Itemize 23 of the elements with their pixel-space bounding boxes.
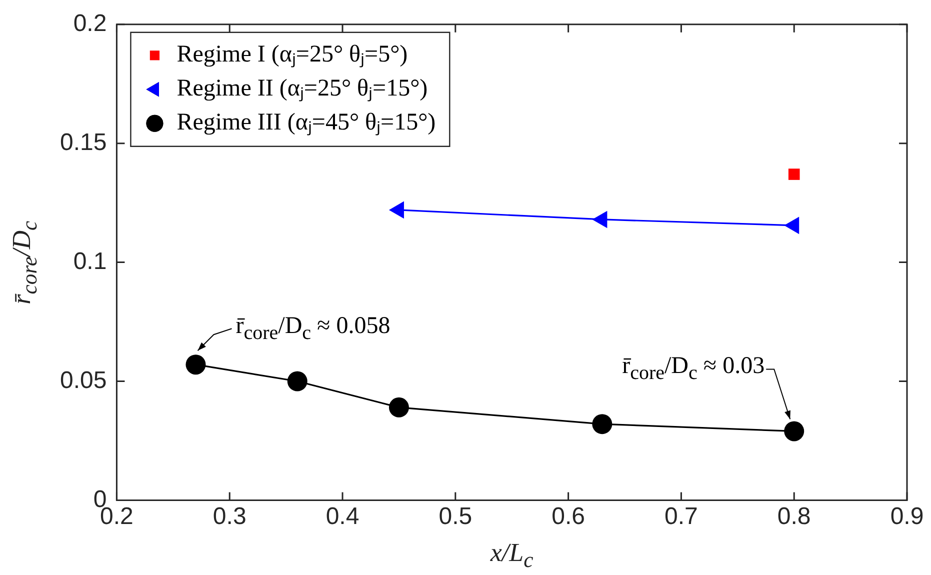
point: [784, 421, 804, 442]
point: [592, 414, 612, 434]
x-axis-title: x/L$_{c}$: [490, 538, 534, 574]
point: [186, 354, 206, 375]
legend-label: Regime II (αⱼ=25° θⱼ=15°): [176, 76, 428, 102]
x-tick-label: 0.6: [552, 503, 585, 530]
y-tick-label: 0.2: [73, 10, 107, 38]
annotation: r̄$_{core}$/D$_{c}$ ≈ 0.058: [236, 312, 390, 344]
legend-label: Regime I (αⱼ=25° θⱼ=5°): [176, 42, 408, 68]
x-tick-label: 0.3: [212, 503, 246, 530]
x-tick-label: 0.8: [777, 503, 811, 530]
y-tick-label: 0.15: [60, 128, 107, 156]
x-tick-label: 0.7: [664, 503, 698, 530]
annotation: r̄$_{core}$/D$_{c}$ ≈ 0.03: [622, 353, 765, 385]
x-tick-label: 0.5: [438, 503, 472, 530]
x-tick-label: 0.4: [326, 503, 360, 530]
point: [388, 397, 409, 418]
legend-label: Regime III (αⱼ=45° θⱼ=15°): [176, 110, 436, 136]
point: [788, 168, 800, 180]
y-tick-label: 0.1: [73, 248, 107, 275]
point: [287, 371, 308, 392]
y-tick-label: 0.05: [60, 366, 107, 394]
x-tick-label: 0.9: [890, 503, 924, 530]
